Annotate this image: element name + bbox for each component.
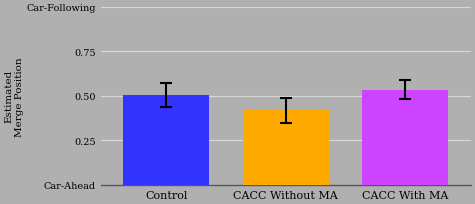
- Bar: [124, 95, 209, 185]
- Bar: [243, 111, 329, 185]
- Bar: [362, 90, 448, 185]
- Y-axis label: Estimated
Merge Position: Estimated Merge Position: [4, 57, 24, 136]
